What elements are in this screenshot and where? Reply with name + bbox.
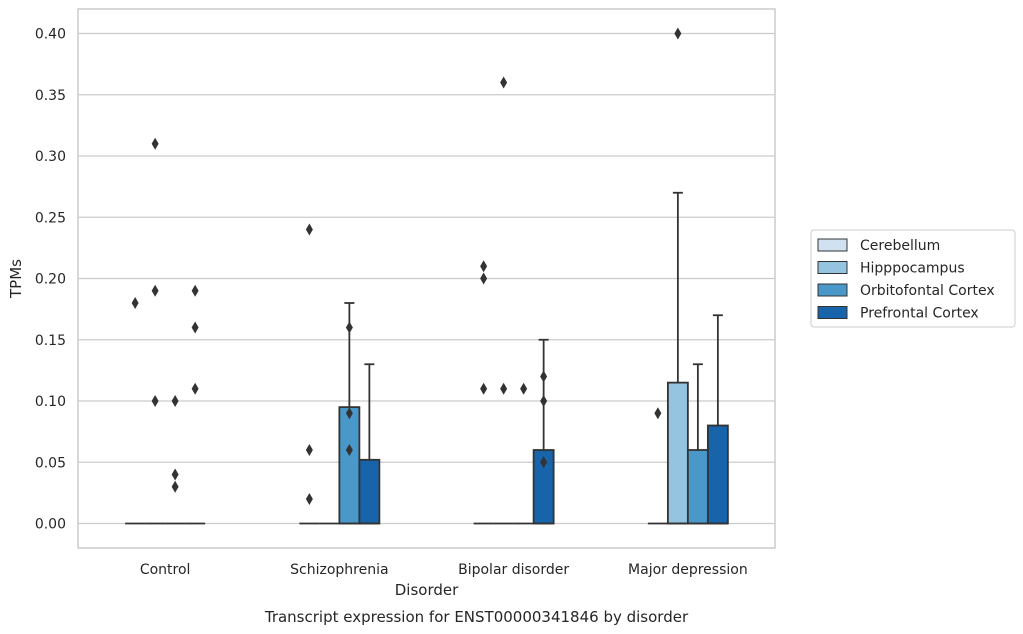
- y-tick-label: 0.05: [35, 455, 66, 471]
- x-tick-label: Control: [140, 562, 191, 578]
- y-tick-label: 0.20: [35, 272, 66, 288]
- y-tick-label: 0.15: [35, 333, 66, 349]
- outlier-point: [131, 297, 139, 309]
- box-prefrontal-cortex: [532, 338, 555, 525]
- box-hipppocampus: [666, 27, 689, 525]
- outlier-point: [191, 321, 199, 334]
- outlier-point: [305, 493, 313, 505]
- x-tick-label: Bipolar disorder: [458, 562, 569, 578]
- legend-label: Hipppocampus: [860, 261, 965, 277]
- outlier-point: [674, 27, 682, 40]
- legend-swatch: [817, 261, 848, 274]
- x-tick-label: Schizophrenia: [290, 562, 388, 578]
- outlier-point: [480, 260, 488, 273]
- box-cerebellum: [473, 260, 494, 525]
- box-orbitofontal-cortex: [338, 302, 361, 525]
- legend-label: Cerebellum: [860, 238, 940, 254]
- y-axis-ticks: 0.00 0.05 0.10 0.15 0.20 0.25 0.30 0.35 0.40: [35, 27, 66, 533]
- x-axis-ticks: Control Schizophrenia Bipolar disorder Majo…: [140, 562, 748, 578]
- y-tick-label: 0.30: [35, 149, 66, 165]
- outlier-point: [305, 223, 313, 236]
- box-hipppocampus: [493, 76, 514, 525]
- outlier-point: [500, 382, 508, 395]
- legend-frame: [810, 229, 1016, 328]
- box-rect: [338, 406, 361, 525]
- legend-swatch: [817, 238, 848, 252]
- boxes: [125, 27, 729, 525]
- y-axis-label: TPMs: [7, 259, 25, 299]
- legend-label: Prefrontal Cortex: [860, 306, 979, 322]
- box-rect: [686, 449, 709, 525]
- x-tick-label: Major depression: [628, 562, 748, 578]
- box-orbitofontal-cortex: [165, 395, 186, 525]
- legend-swatch: [817, 283, 848, 297]
- outlier-point: [540, 395, 548, 407]
- y-tick-label: 0.25: [35, 210, 66, 226]
- outlier-point: [345, 321, 353, 334]
- box-cerebellum: [125, 297, 146, 525]
- outlier-point: [305, 444, 313, 456]
- outlier-point: [480, 382, 488, 395]
- outlier-point: [654, 407, 662, 420]
- outlier-point: [500, 76, 508, 89]
- x-axis-label: Disorder: [395, 581, 459, 599]
- outlier-point: [151, 137, 159, 150]
- y-tick-label: 0.00: [35, 517, 66, 533]
- box-rect: [666, 381, 689, 525]
- outlier-point: [191, 284, 199, 297]
- box-prefrontal-cortex: [185, 284, 206, 525]
- legend-label: Orbitofontal Cortex: [860, 283, 995, 299]
- y-tick-label: 0.35: [35, 88, 66, 104]
- outlier-point: [191, 382, 199, 395]
- outlier-point: [480, 272, 488, 285]
- outlier-point: [171, 395, 179, 407]
- y-tick-label: 0.10: [35, 394, 66, 410]
- box-rect: [706, 424, 729, 525]
- outlier-point: [345, 407, 353, 420]
- box-prefrontal-cortex: [358, 363, 381, 525]
- box-hipppocampus: [145, 137, 166, 525]
- legend-swatch: [817, 306, 848, 319]
- gridlines: [78, 32, 775, 525]
- outlier-point: [171, 468, 179, 481]
- outlier-point: [171, 480, 179, 493]
- box-cerebellum: [299, 223, 320, 525]
- chart-caption: Transcript expression for ENST0000034184…: [264, 608, 689, 626]
- outlier-point: [540, 370, 548, 383]
- outlier-point: [540, 456, 548, 469]
- outlier-point: [151, 284, 159, 297]
- plot-area-frame: [77, 8, 776, 549]
- legend: Cerebellum Hipppocampus Orbitofontal Corte…: [810, 229, 1016, 328]
- y-tick-label: 0.40: [35, 27, 66, 43]
- outlier-point: [520, 382, 528, 395]
- outlier-point: [151, 395, 159, 407]
- box-rect: [358, 458, 381, 525]
- box-cerebellum: [647, 407, 668, 525]
- outlier-point: [345, 444, 353, 456]
- box-prefrontal-cortex: [706, 314, 729, 525]
- box-orbitofontal-cortex: [686, 363, 709, 525]
- box-orbitofontal-cortex: [513, 382, 534, 525]
